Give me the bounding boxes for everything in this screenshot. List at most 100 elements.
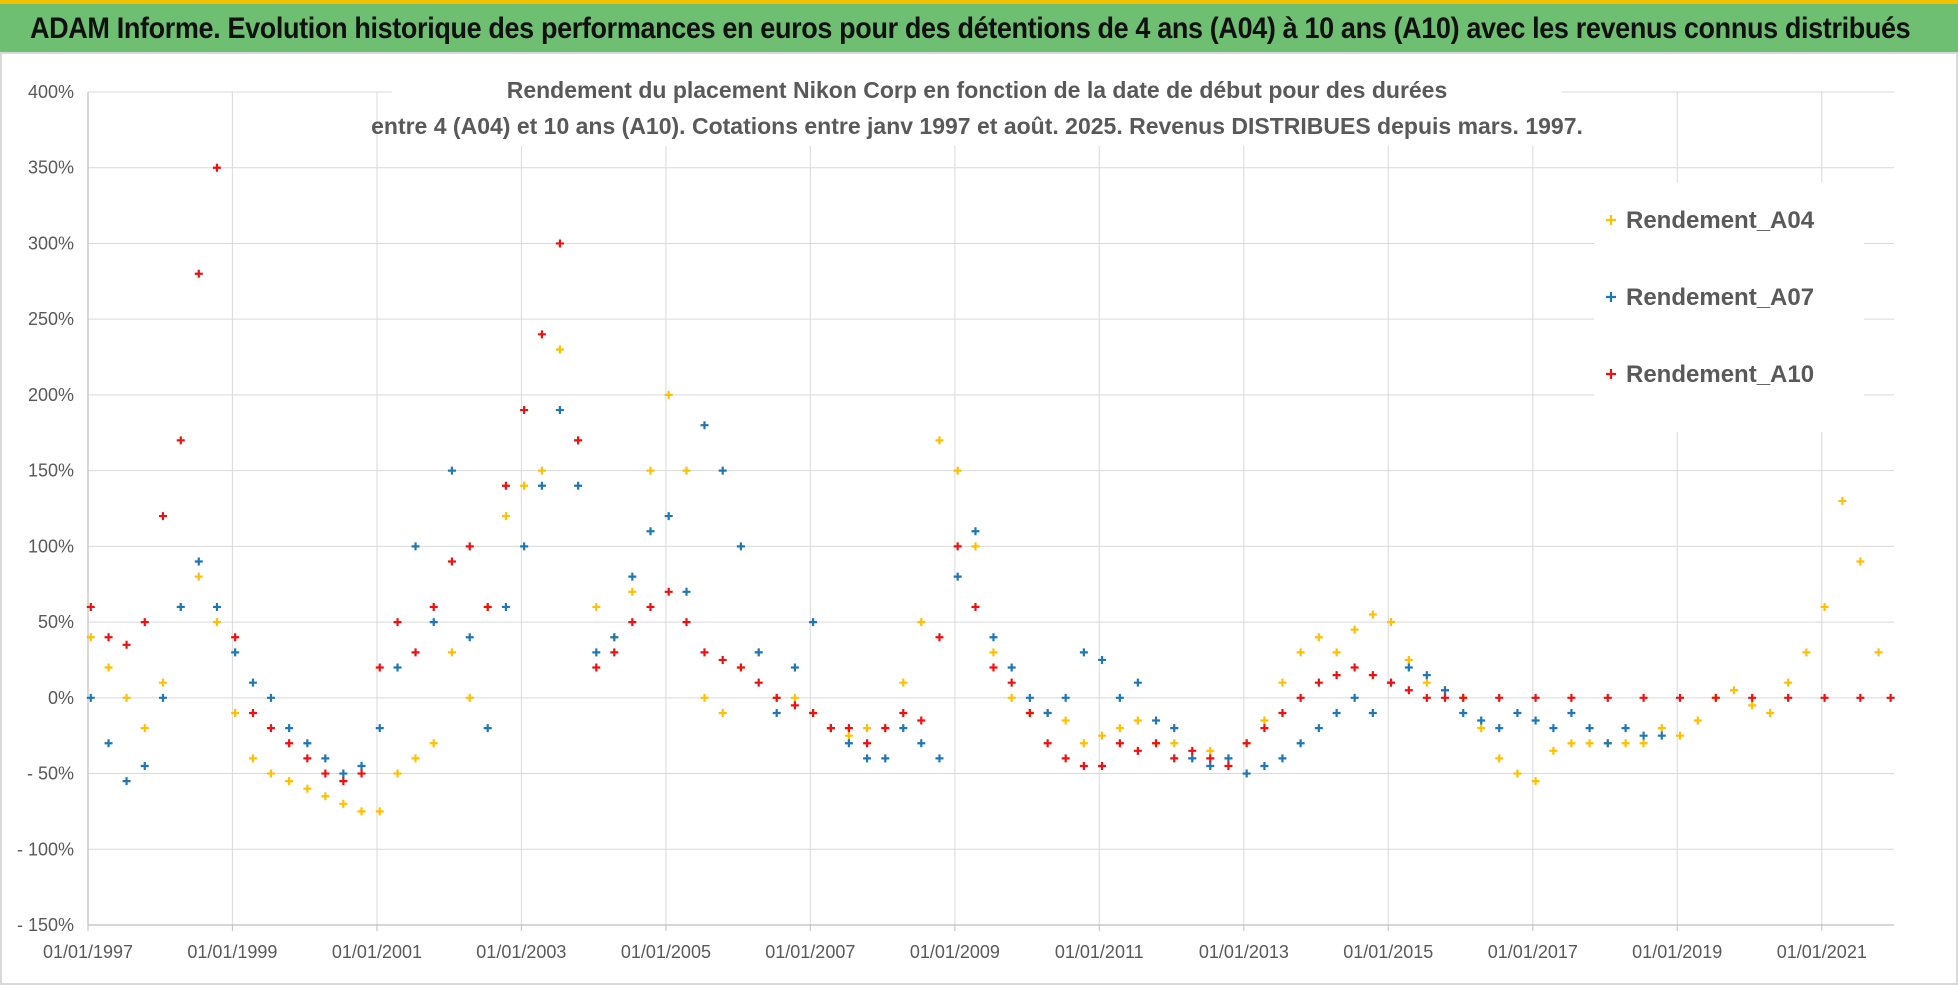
data-point	[899, 724, 908, 733]
data-point	[537, 481, 546, 490]
data-point	[411, 648, 420, 657]
data-point	[1278, 678, 1287, 687]
data-point	[285, 739, 294, 748]
data-point	[357, 807, 366, 816]
data-point	[483, 602, 492, 611]
data-point	[1838, 496, 1847, 505]
data-point	[1531, 716, 1540, 725]
data-point	[1387, 678, 1396, 687]
data-point	[935, 754, 944, 763]
data-point	[1224, 761, 1233, 770]
data-point	[1133, 678, 1142, 687]
title-banner: ADAM Informe. Evolution historique des p…	[0, 0, 1958, 52]
data-point	[754, 678, 763, 687]
data-point	[844, 724, 853, 733]
data-point	[718, 466, 727, 475]
data-point	[1784, 678, 1793, 687]
data-point	[158, 678, 167, 687]
data-point	[1603, 693, 1612, 702]
y-tick-label: 150%	[28, 461, 74, 481]
data-point	[664, 512, 673, 521]
data-point	[520, 542, 529, 551]
series-3	[86, 163, 1895, 786]
data-point	[1639, 693, 1648, 702]
series-2	[86, 406, 1666, 786]
data-point	[682, 466, 691, 475]
data-point	[1603, 739, 1612, 748]
data-point	[1188, 754, 1197, 763]
data-point	[1387, 618, 1396, 627]
data-point	[266, 724, 275, 733]
data-point	[1242, 769, 1251, 778]
data-point	[917, 716, 926, 725]
data-point	[248, 678, 257, 687]
y-tick-label: 300%	[28, 233, 74, 253]
x-tick-label: 01/01/2021	[1777, 942, 1867, 962]
data-point	[592, 648, 601, 657]
data-point	[646, 527, 655, 536]
data-point	[176, 602, 185, 611]
data-point	[1549, 724, 1558, 733]
data-point	[1621, 724, 1630, 733]
data-point	[989, 648, 998, 657]
data-point	[700, 421, 709, 430]
data-point	[158, 512, 167, 521]
data-point	[1079, 761, 1088, 770]
chart-frame: 400% 350% 300% 250% 200% 150% 100% 50% 0% - 50% - …	[0, 52, 1958, 985]
data-point	[248, 708, 257, 717]
data-point	[1007, 678, 1016, 687]
data-point	[646, 602, 655, 611]
data-point	[1675, 693, 1684, 702]
data-point	[285, 777, 294, 786]
data-point	[1332, 708, 1341, 717]
data-point	[1422, 693, 1431, 702]
data-point	[772, 693, 781, 702]
data-point	[1115, 739, 1124, 748]
scatter-chart: 400% 350% 300% 250% 200% 150% 100% 50% 0% - 50% - …	[17, 64, 1895, 962]
data-point	[1657, 731, 1666, 740]
data-point	[393, 618, 402, 627]
data-point	[1856, 693, 1865, 702]
x-tick-label: 01/01/2003	[476, 942, 566, 962]
data-point	[1188, 746, 1197, 755]
data-point	[1585, 724, 1594, 733]
data-point	[1729, 686, 1738, 695]
data-point	[1639, 731, 1648, 740]
data-point	[1260, 716, 1269, 725]
data-point	[465, 542, 474, 551]
data-point	[664, 587, 673, 596]
data-point	[1693, 716, 1702, 725]
data-point	[1639, 739, 1648, 748]
data-point	[1314, 678, 1323, 687]
data-point	[1043, 739, 1052, 748]
data-point	[1766, 708, 1775, 717]
data-point	[1115, 693, 1124, 702]
data-point	[321, 754, 330, 763]
y-tick-label: 350%	[28, 158, 74, 178]
data-point	[826, 724, 835, 733]
title-background	[392, 64, 1562, 146]
data-point	[1206, 746, 1215, 755]
data-point	[231, 633, 240, 642]
data-point	[1278, 754, 1287, 763]
data-point	[375, 663, 384, 672]
data-point	[628, 587, 637, 596]
data-point	[86, 693, 95, 702]
data-points	[86, 163, 1895, 816]
data-point	[1874, 648, 1883, 657]
data-point	[863, 739, 872, 748]
data-point	[212, 618, 221, 627]
legend: Rendement_A04 Rendement_A07 Rendement_A10	[1594, 182, 1864, 432]
data-point	[863, 754, 872, 763]
data-point	[1567, 708, 1576, 717]
data-point	[1657, 724, 1666, 733]
data-point	[700, 648, 709, 657]
x-tick-label: 01/01/2009	[910, 942, 1000, 962]
data-point	[574, 481, 583, 490]
data-point	[537, 330, 546, 339]
data-point	[1441, 686, 1450, 695]
data-point	[140, 724, 149, 733]
legend-label: Rendement_A07	[1626, 284, 1814, 311]
data-point	[122, 777, 131, 786]
data-point	[1314, 724, 1323, 733]
